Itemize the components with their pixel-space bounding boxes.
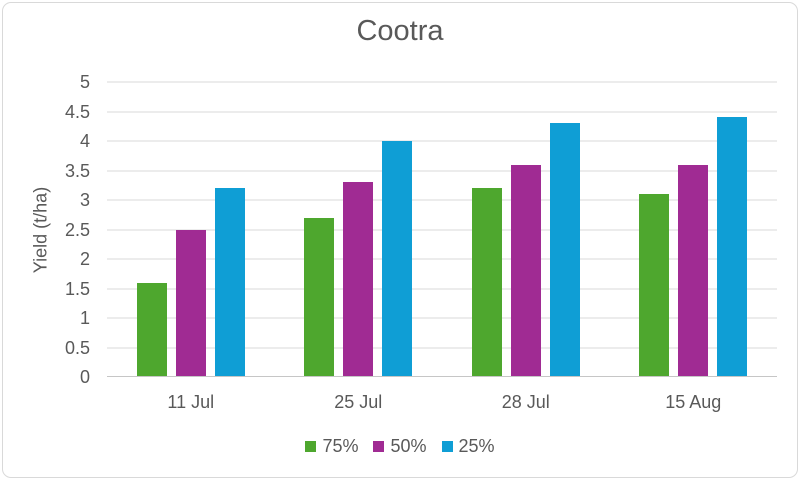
legend-label: 75% (322, 436, 359, 456)
bar-group-28-jul (442, 82, 610, 377)
gridline-1 (107, 317, 777, 319)
gridline-5 (107, 81, 777, 83)
legend-label: 50% (390, 436, 427, 456)
y-tick-label-0.5: 0.5 (64, 337, 90, 358)
gridline-3.5 (107, 170, 777, 171)
bar-25pct-15-aug (717, 117, 748, 377)
bar-75pct-25-jul (304, 217, 335, 377)
legend-item-25pct: 25% (441, 436, 495, 457)
gridline-3 (107, 199, 777, 201)
x-axis-labels: 11 Jul 25 Jul 28 Jul 15 Aug (107, 392, 777, 413)
gridline-4 (107, 140, 777, 142)
gridline-1.5 (107, 288, 777, 289)
bar-25pct-11-jul (214, 188, 245, 377)
bar-50pct-28-jul (510, 164, 541, 377)
y-tick-label-2.5: 2.5 (64, 219, 90, 240)
x-axis-line (107, 376, 777, 377)
legend-swatch-icon (373, 441, 385, 452)
chart-title: Cootra (356, 15, 444, 47)
legend-label: 25% (458, 436, 495, 456)
y-axis-tick-labels: 5 4.5 4 3.5 3 2.5 2 1.5 1 0.5 0 (0, 73, 90, 386)
x-axis-label-28-jul: 28 Jul (501, 392, 550, 412)
bar-75pct-28-jul (471, 188, 502, 377)
legend-item-75pct: 75% (305, 436, 358, 457)
y-tick-label-1.5: 1.5 (64, 278, 90, 299)
gridline-0.5 (107, 347, 777, 348)
y-tick-label-2: 2 (79, 249, 90, 269)
bar-groups (107, 82, 777, 377)
bar-group-11-jul (107, 82, 275, 377)
gridline-2.5 (107, 229, 777, 230)
bar-25pct-25-jul (382, 141, 413, 377)
plot-area (107, 81, 777, 377)
bar-75pct-15-aug (639, 194, 670, 377)
y-tick-label-1: 1 (79, 308, 90, 328)
bar-50pct-11-jul (175, 229, 206, 377)
gridline-4.5 (107, 111, 777, 112)
bar-group-25-jul (275, 82, 443, 377)
legend-item-50pct: 50% (373, 436, 427, 457)
y-tick-label-0: 0 (79, 367, 90, 387)
y-tick-label-4: 4 (79, 131, 90, 151)
x-axis-label-25-jul: 25 Jul (334, 392, 383, 412)
bar-50pct-15-aug (678, 164, 709, 377)
y-tick-label-5: 5 (79, 72, 90, 92)
legend: 75% 50% 25% (0, 436, 800, 457)
x-axis-label-15-aug: 15 Aug (665, 392, 722, 412)
gridline-2 (107, 258, 777, 260)
x-axis-label-11-jul: 11 Jul (167, 392, 215, 412)
legend-swatch-icon (441, 441, 453, 452)
bar-group-15-aug (610, 82, 778, 377)
legend-swatch-icon (305, 441, 317, 452)
bar-75pct-11-jul (136, 282, 167, 377)
y-tick-label-3.5: 3.5 (64, 160, 90, 181)
y-tick-label-4.5: 4.5 (64, 101, 90, 122)
bar-50pct-25-jul (343, 182, 374, 377)
bar-25pct-28-jul (549, 123, 580, 377)
y-tick-label-3: 3 (79, 190, 90, 210)
